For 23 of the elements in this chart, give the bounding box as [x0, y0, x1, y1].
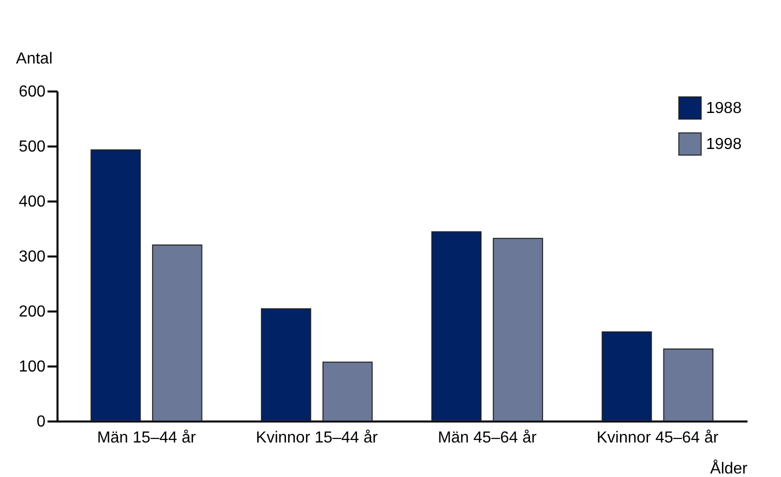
bar	[322, 362, 373, 422]
bar	[152, 244, 202, 422]
bar	[260, 308, 312, 422]
bar	[663, 348, 714, 422]
y-tick-label: 100	[18, 358, 46, 376]
x-axis-title: Ålder	[710, 460, 748, 477]
y-tick-label: 200	[18, 304, 46, 320]
bar	[431, 231, 482, 422]
bar	[90, 149, 141, 422]
x-tick-label: Män 15–44 år	[97, 430, 196, 446]
legend-label: 1998	[706, 136, 742, 153]
x-tick-label: Kvinnor 15–44 år	[256, 430, 378, 446]
y-tick-label: 0	[36, 414, 46, 430]
y-tick-label: 600	[18, 84, 46, 100]
bar	[602, 331, 652, 422]
y-tick-label: 300	[18, 248, 46, 266]
legend-label: 1988	[706, 100, 742, 117]
y-axis-title: Antal	[16, 50, 52, 68]
y-tick-label: 500	[18, 138, 46, 156]
x-tick-label: Kvinnor 45–64 år	[596, 430, 720, 446]
x-tick-label: Män 45–64 år	[438, 430, 538, 446]
y-tick-label: 400	[18, 194, 46, 210]
bar	[492, 238, 544, 422]
